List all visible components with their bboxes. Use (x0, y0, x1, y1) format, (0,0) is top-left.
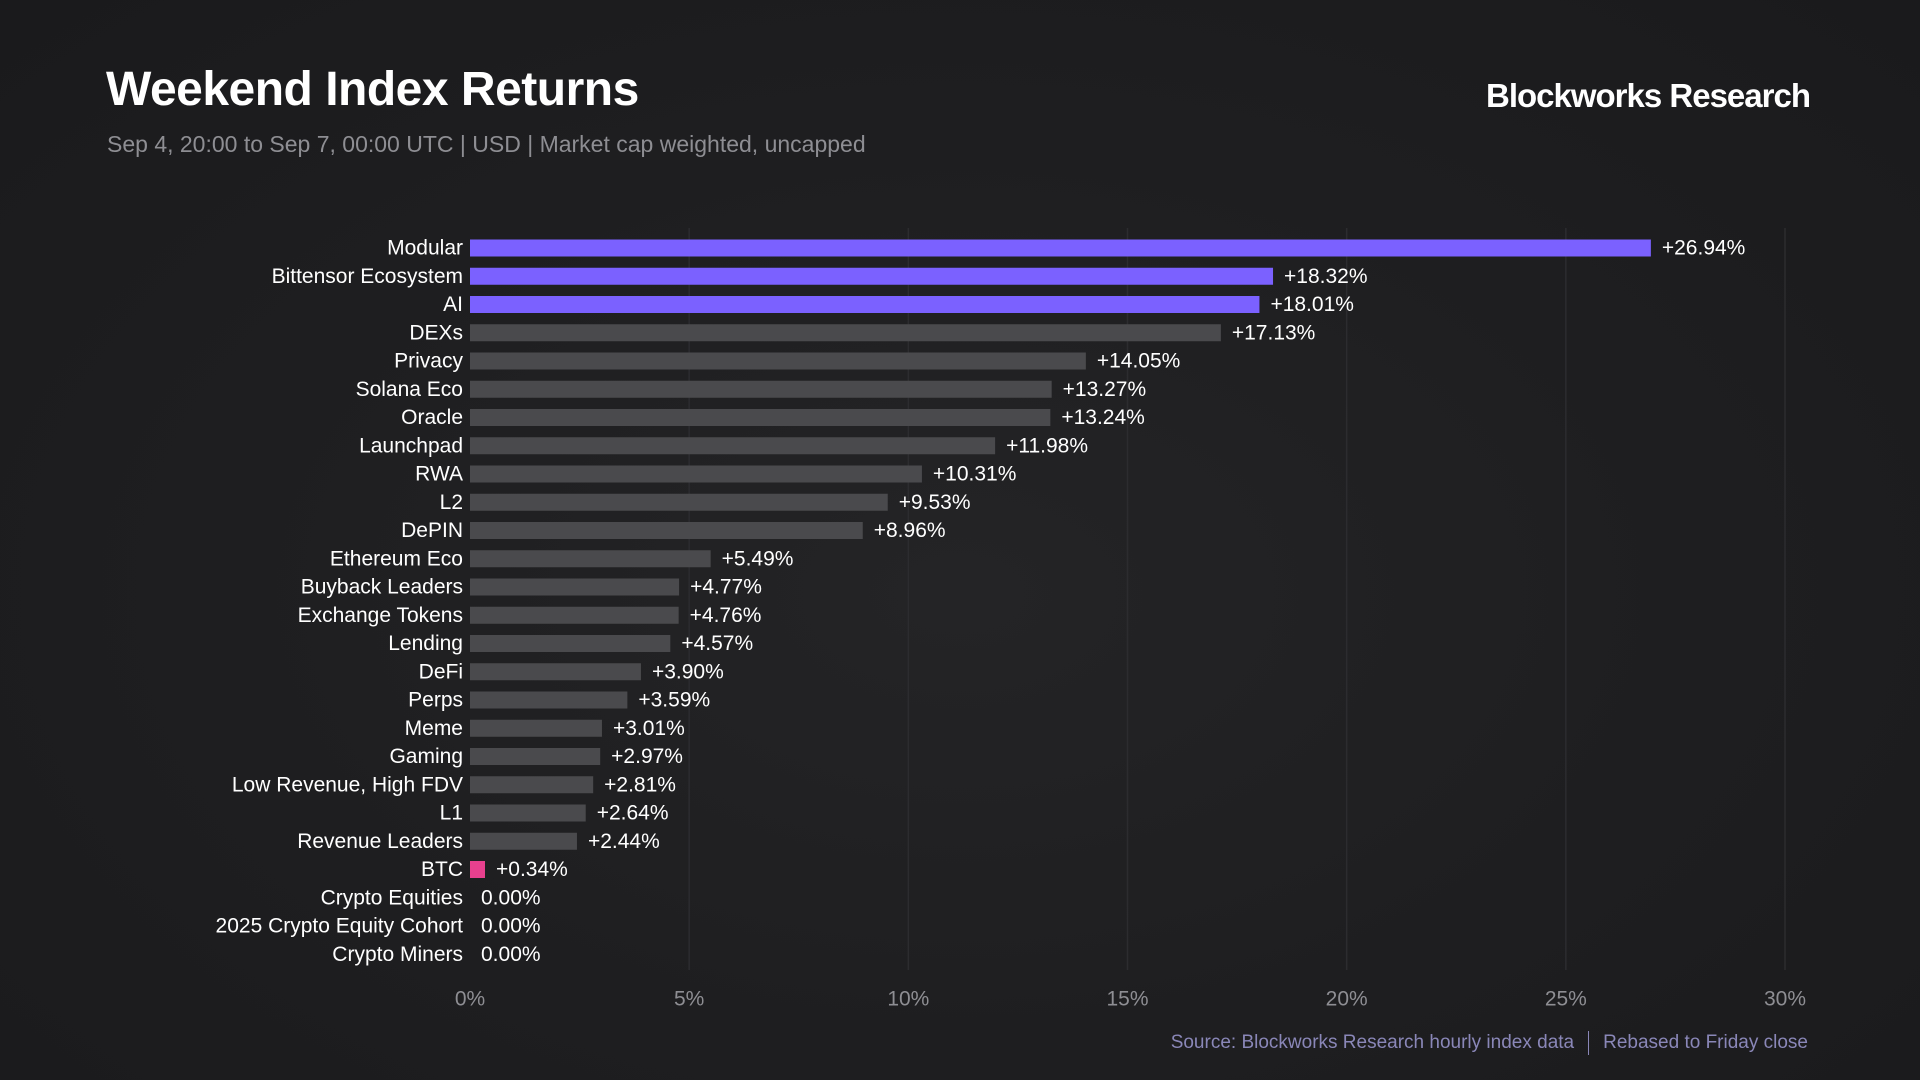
brand-logo: Blockworks Research (1485, 77, 1811, 114)
category-label: Buyback Leaders (301, 576, 463, 599)
bar (470, 380, 1052, 398)
category-label: AI (443, 293, 463, 316)
x-tick-label: 0% (455, 988, 485, 1011)
value-label: +3.59% (638, 689, 710, 712)
category-label: DeFi (419, 660, 463, 683)
value-label: +26.94% (1662, 237, 1746, 260)
category-label: L2 (440, 491, 463, 514)
bar (470, 578, 680, 596)
value-label: +0.34% (496, 858, 568, 881)
value-label: 0.00% (481, 886, 541, 909)
bar (470, 748, 601, 765)
bar (470, 522, 863, 539)
value-label: +2.81% (604, 773, 676, 796)
bar (470, 832, 577, 850)
bars (470, 239, 1651, 878)
bar (470, 776, 594, 794)
value-label: +4.77% (690, 576, 762, 599)
value-label: +2.44% (588, 830, 660, 853)
x-tick-label: 15% (1106, 988, 1148, 1011)
value-label: +2.64% (597, 802, 669, 825)
bar (470, 239, 1651, 257)
footer: Source: Blockworks Research hourly index… (1171, 1031, 1808, 1055)
bar (470, 691, 628, 709)
bar (470, 550, 711, 568)
category-label: Perps (408, 689, 463, 712)
bar (470, 719, 602, 737)
bar (470, 324, 1221, 342)
category-label: Meme (405, 717, 463, 740)
footer-divider (1588, 1031, 1590, 1055)
category-label: DEXs (409, 321, 463, 344)
value-label: +10.31% (933, 463, 1017, 486)
value-label: +8.96% (874, 519, 946, 542)
category-label: Ethereum Eco (330, 547, 463, 570)
x-tick-label: 30% (1764, 988, 1806, 1011)
value-label: 0.00% (481, 915, 541, 938)
value-label: +13.24% (1061, 406, 1145, 429)
value-label: +4.76% (690, 604, 762, 627)
bar (470, 663, 641, 681)
value-labels: +26.94% +18.32% +18.01% +17.13% +14.05% +13.2… (481, 237, 1745, 966)
category-label: Solana Eco (356, 378, 463, 401)
x-tick-label: 5% (674, 988, 704, 1011)
x-tick-label: 20% (1326, 988, 1368, 1011)
source-note: Source: Blockworks Research hourly index… (1170, 1032, 1575, 1053)
category-label: Oracle (401, 406, 463, 429)
category-label: Gaming (389, 745, 463, 768)
category-labels: Modular Bittensor Ecosystem AI DEXs Privacy S… (216, 237, 464, 966)
bar (470, 267, 1274, 285)
rebase-note: Rebased to Friday close (1603, 1032, 1808, 1053)
category-label: Modular (387, 237, 463, 260)
category-label: Lending (388, 632, 463, 655)
category-label: BTC (421, 858, 463, 881)
category-label: Crypto Equities (321, 886, 463, 909)
value-label: +11.98% (1006, 434, 1088, 457)
value-label: +3.90% (652, 660, 724, 683)
value-label: +14.05% (1097, 350, 1181, 373)
bar (470, 352, 1086, 370)
category-label: Revenue Leaders (297, 830, 463, 853)
bar (470, 635, 671, 652)
page-subtitle: Sep 4, 20:00 to Sep 7, 00:00 UTC | USD |… (107, 131, 866, 157)
page-title: Weekend Index Returns (106, 63, 639, 116)
bar (470, 493, 888, 511)
value-label: +5.49% (722, 547, 794, 570)
value-label: +2.97% (611, 745, 683, 768)
bar (470, 861, 485, 878)
value-label: +18.01% (1270, 293, 1354, 316)
value-label: 0.00% (481, 943, 541, 966)
category-label: Exchange Tokens (298, 604, 463, 627)
bar (470, 465, 922, 483)
grid-lines (688, 228, 1786, 970)
category-label: Low Revenue, High FDV (232, 773, 463, 796)
category-label: DePIN (401, 519, 463, 542)
category-label: Bittensor Ecosystem (272, 265, 463, 288)
value-label: +4.57% (681, 632, 753, 655)
value-label: +13.27% (1063, 378, 1147, 401)
bar (470, 437, 996, 455)
bar (470, 409, 1051, 426)
x-axis-ticks: 0% 5% 10% 15% 20% 25% 30% (455, 988, 1806, 1011)
bar (470, 804, 586, 822)
category-label: RWA (415, 463, 463, 486)
category-label: Crypto Miners (332, 943, 463, 966)
category-label: Launchpad (359, 434, 463, 457)
bar (470, 296, 1260, 313)
category-label: Privacy (394, 350, 463, 373)
value-label: +3.01% (613, 717, 685, 740)
category-label: 2025 Crypto Equity Cohort (216, 915, 464, 938)
category-label: L1 (440, 802, 463, 825)
value-label: +18.32% (1284, 265, 1368, 288)
x-tick-label: 25% (1545, 988, 1587, 1011)
value-label: +17.13% (1232, 321, 1316, 344)
bar (470, 606, 679, 624)
value-label: +9.53% (899, 491, 971, 514)
x-tick-label: 10% (887, 988, 929, 1011)
